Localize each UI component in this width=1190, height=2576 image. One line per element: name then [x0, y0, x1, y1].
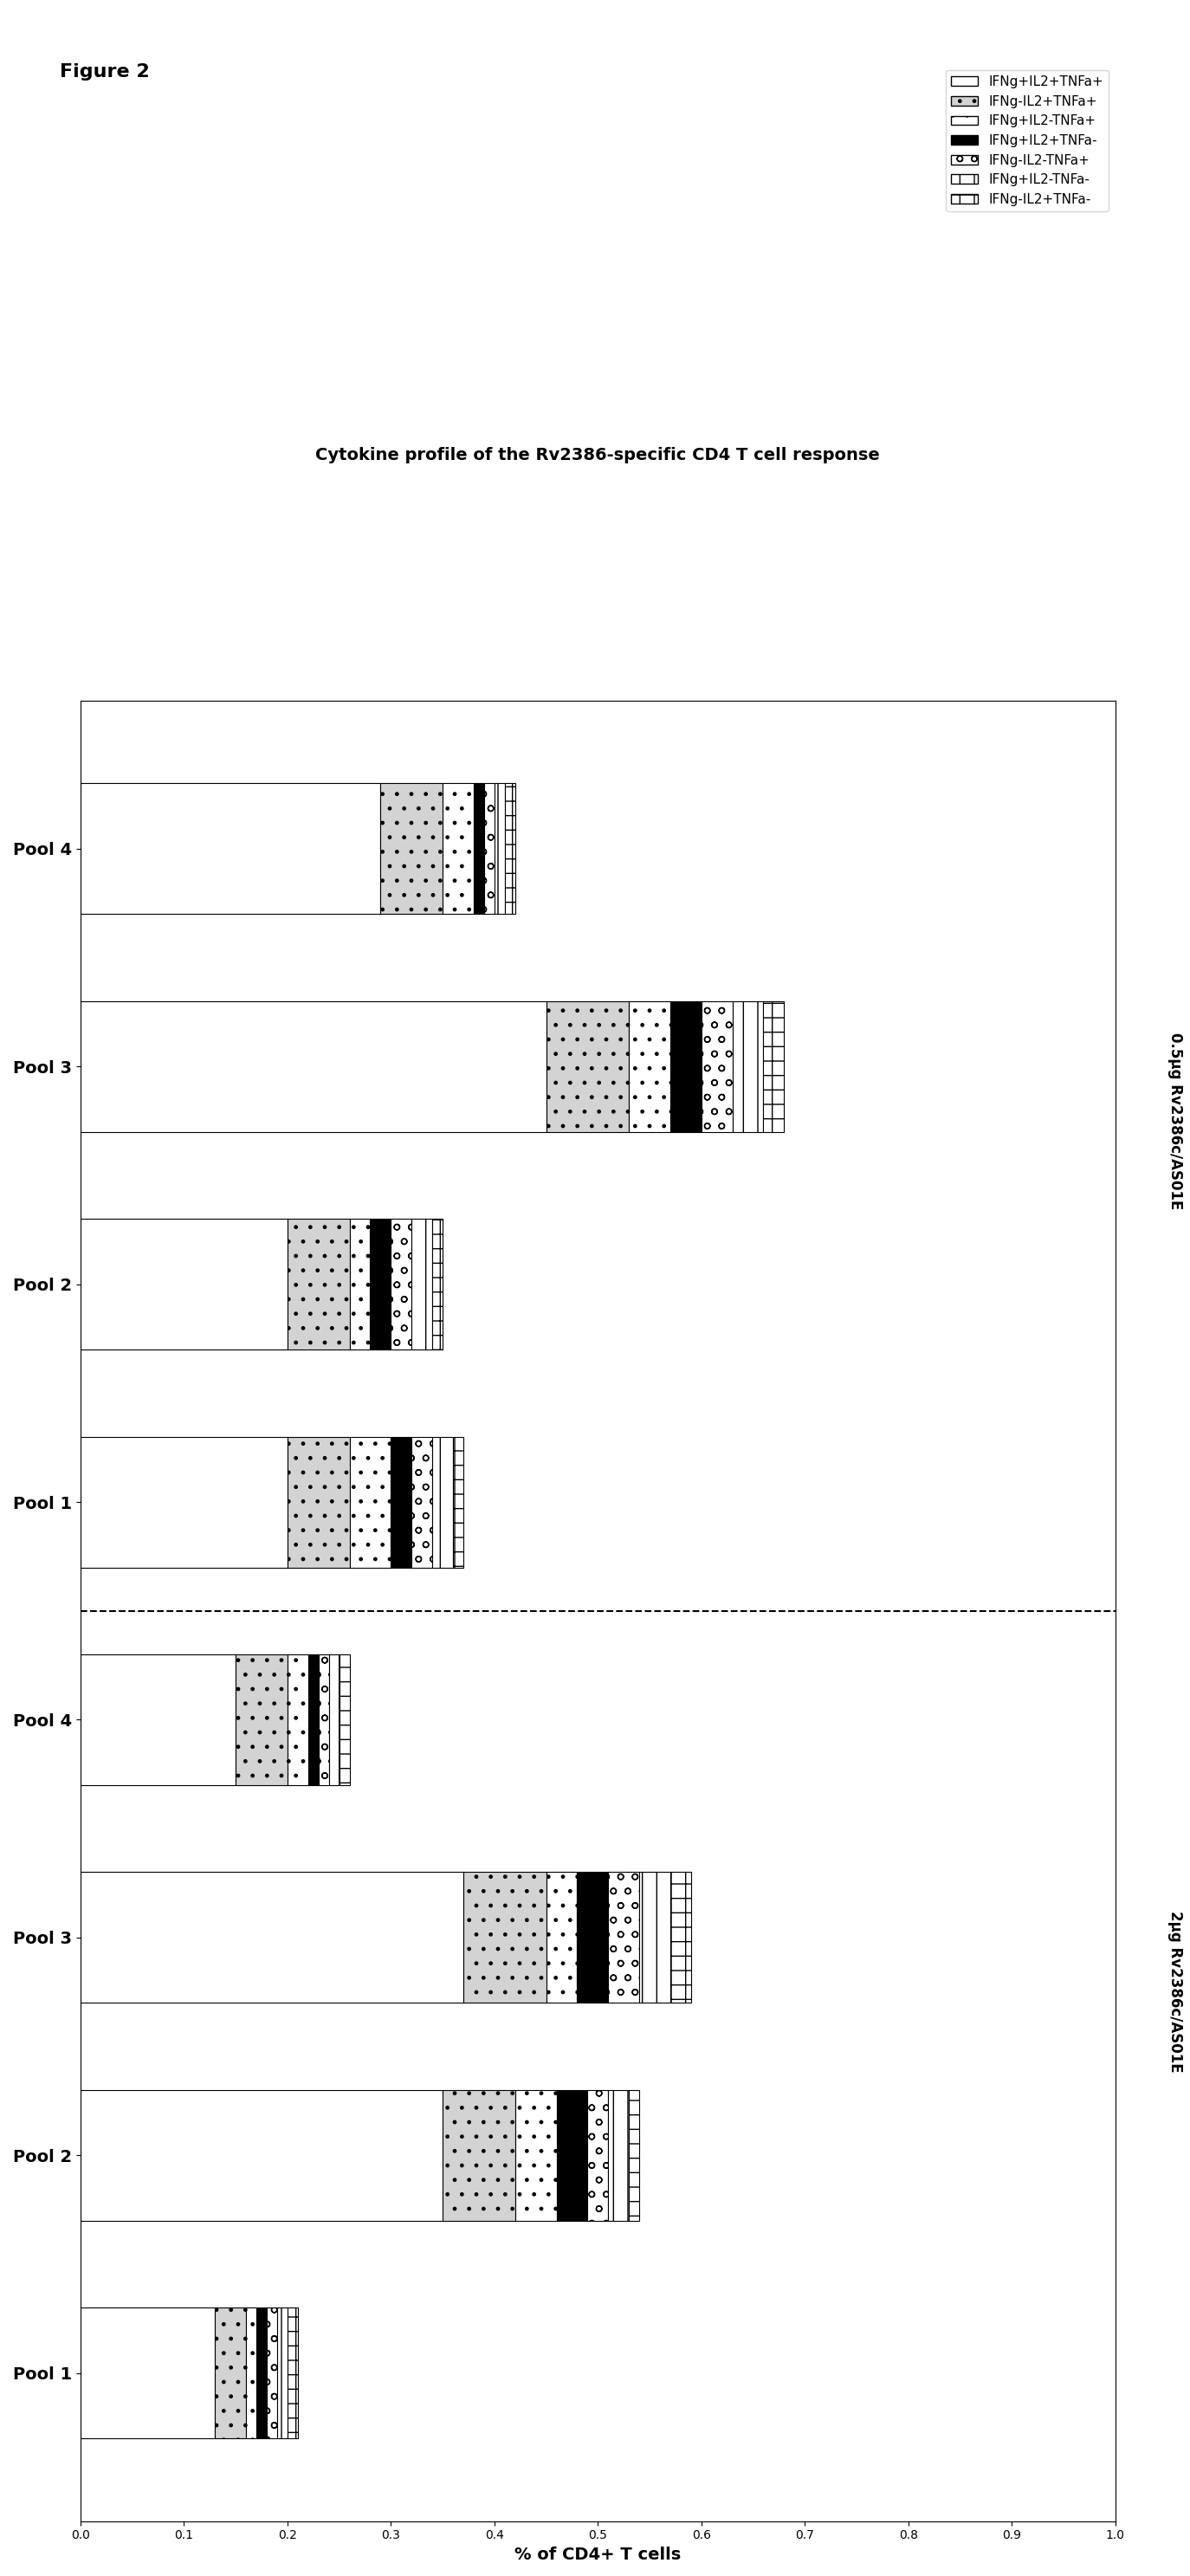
- Bar: [81, 1437, 288, 1566]
- Bar: [390, 1437, 412, 1566]
- Legend: IFNg+IL2+TNFa+, IFNg-IL2+TNFa+, IFNg+IL2-TNFa+, IFNg+IL2+TNFa-, IFNg-IL2-TNFa+, : IFNg+IL2+TNFa+, IFNg-IL2+TNFa+, IFNg+IL2…: [946, 70, 1109, 211]
- Bar: [339, 1654, 350, 1785]
- Bar: [432, 1437, 453, 1566]
- Bar: [256, 2308, 267, 2439]
- Bar: [639, 1873, 670, 2004]
- Bar: [412, 1218, 432, 1350]
- Bar: [350, 1218, 370, 1350]
- Bar: [81, 1873, 463, 2004]
- Bar: [381, 783, 443, 914]
- Bar: [453, 1437, 463, 1566]
- Bar: [288, 1654, 308, 1785]
- Bar: [670, 1873, 691, 2004]
- Bar: [328, 1654, 339, 1785]
- Bar: [494, 783, 505, 914]
- Bar: [288, 1437, 350, 1566]
- Text: 2μg Rv2386c/AS01E: 2μg Rv2386c/AS01E: [1167, 1911, 1183, 2074]
- Bar: [308, 1654, 319, 1785]
- Bar: [505, 783, 515, 914]
- Bar: [546, 1873, 577, 2004]
- Bar: [288, 1218, 350, 1350]
- Bar: [81, 783, 381, 914]
- Text: 0.5μg Rv2386c/AS01E: 0.5μg Rv2386c/AS01E: [1167, 1033, 1183, 1208]
- Bar: [246, 2308, 256, 2439]
- Bar: [608, 2089, 628, 2221]
- Bar: [81, 1654, 236, 1785]
- Bar: [236, 1654, 288, 1785]
- Bar: [81, 1218, 288, 1350]
- Bar: [432, 1218, 443, 1350]
- Title: Cytokine profile of the Rv2386-specific CD4 T cell response: Cytokine profile of the Rv2386-specific …: [315, 448, 881, 464]
- Bar: [277, 2308, 288, 2439]
- Text: Figure 2: Figure 2: [60, 64, 150, 80]
- Bar: [546, 1002, 628, 1131]
- Bar: [670, 1002, 701, 1131]
- Bar: [81, 1002, 546, 1131]
- Bar: [628, 2089, 639, 2221]
- Bar: [443, 2089, 515, 2221]
- Bar: [628, 1002, 670, 1131]
- Bar: [764, 1002, 784, 1131]
- Bar: [515, 2089, 557, 2221]
- Bar: [701, 1002, 732, 1131]
- Bar: [350, 1437, 390, 1566]
- Bar: [288, 2308, 298, 2439]
- Bar: [484, 783, 494, 914]
- Bar: [577, 1873, 608, 2004]
- X-axis label: % of CD4+ T cells: % of CD4+ T cells: [514, 2548, 681, 2563]
- Bar: [81, 2308, 215, 2439]
- Bar: [370, 1218, 390, 1350]
- Bar: [588, 2089, 608, 2221]
- Bar: [732, 1002, 764, 1131]
- Bar: [463, 1873, 546, 2004]
- Bar: [390, 1218, 412, 1350]
- Bar: [81, 2089, 443, 2221]
- Bar: [608, 1873, 639, 2004]
- Bar: [557, 2089, 588, 2221]
- Bar: [215, 2308, 246, 2439]
- Bar: [267, 2308, 277, 2439]
- Bar: [319, 1654, 328, 1785]
- Bar: [443, 783, 474, 914]
- Bar: [474, 783, 484, 914]
- Bar: [412, 1437, 432, 1566]
